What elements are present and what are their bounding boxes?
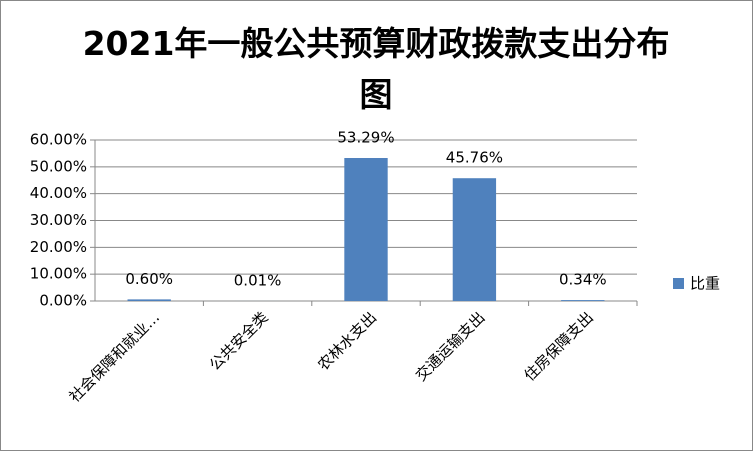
bar (452, 178, 497, 301)
bar (127, 299, 171, 301)
bar (344, 158, 388, 301)
y-tick-label: 40.00% (30, 184, 87, 202)
bar (561, 300, 605, 301)
y-tick-label: 20.00% (30, 238, 87, 256)
y-tick-label: 50.00% (30, 157, 87, 175)
y-tick-label: 0.00% (39, 292, 87, 310)
y-tick-label: 60.00% (30, 131, 87, 149)
data-label: 0.60% (125, 270, 173, 288)
data-label: 53.29% (337, 129, 394, 147)
legend-swatch (673, 278, 684, 289)
data-label: 0.34% (559, 271, 607, 289)
chart-title: 2021年一般公共预算财政拨款支出分布图 (82, 24, 670, 114)
y-tick-label: 30.00% (30, 211, 87, 229)
y-tick-label: 10.00% (30, 265, 87, 283)
data-label: 45.76% (446, 149, 503, 167)
legend-label: 比重 (690, 275, 720, 293)
data-label: 0.01% (234, 271, 282, 289)
